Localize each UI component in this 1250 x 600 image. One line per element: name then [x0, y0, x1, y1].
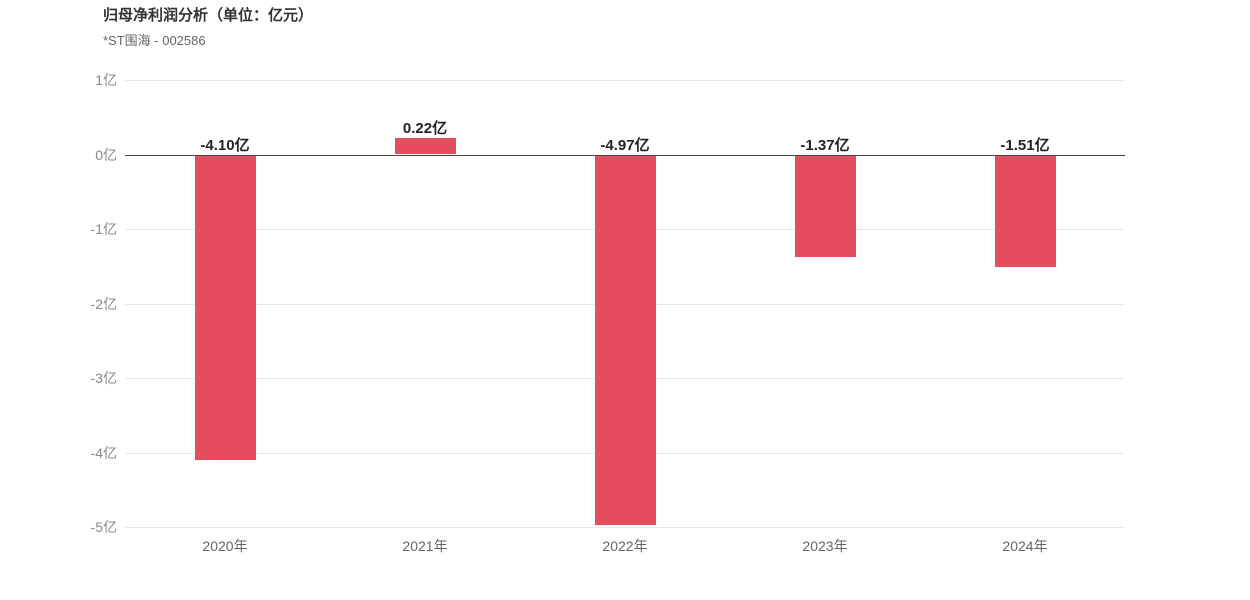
bar-2022年[interactable] — [594, 154, 656, 525]
y-axis-tick-label: -2亿 — [90, 295, 117, 312]
bar-2023年[interactable] — [794, 154, 856, 257]
y-axis-tick-label: 0亿 — [95, 146, 117, 163]
gridline — [125, 80, 1125, 81]
y-axis-tick-label: -1亿 — [90, 221, 117, 237]
y-axis-tick-label: -3亿 — [90, 370, 117, 386]
page-subtitle: *ST围海 - 002586 — [103, 33, 206, 48]
gridline — [125, 527, 1125, 528]
x-axis-tick-label: 2024年 — [1002, 538, 1048, 554]
bar-value-label: -4.97亿 — [600, 136, 650, 154]
y-axis-tick-label: 1亿 — [95, 72, 117, 88]
bar-value-label: -4.10亿 — [200, 136, 250, 154]
page-title: 归母净利润分析（单位：亿元） — [103, 7, 314, 24]
x-axis-tick-label: 2020年 — [202, 538, 248, 554]
bar-value-label: -1.51亿 — [1000, 136, 1050, 154]
y-axis-tick-label: -4亿 — [90, 444, 117, 461]
bar-2024年[interactable] — [994, 154, 1056, 267]
x-axis-tick-label: 2021年 — [402, 538, 448, 554]
bar-value-label: -1.37亿 — [800, 136, 850, 154]
y-axis-tick-label: -5亿 — [90, 519, 117, 535]
bar-value-label: 0.22亿 — [402, 120, 448, 138]
x-axis-tick-label: 2022年 — [602, 538, 648, 554]
x-axis-tick-label: 2023年 — [802, 538, 848, 554]
bar-chart-plot-area: 1亿 0亿 -1亿 -2亿 -3亿 -4亿 -5亿 -4.10亿 2020年 0.22亿 2021年… — [91, 72, 1125, 554]
bar-2021年[interactable] — [394, 138, 456, 155]
bar-2020年[interactable] — [194, 154, 256, 460]
chart-header: 归母净利润分析（单位：亿元） *ST围海 - 002586 — [103, 6, 313, 50]
zero-axis-line — [125, 154, 1125, 156]
